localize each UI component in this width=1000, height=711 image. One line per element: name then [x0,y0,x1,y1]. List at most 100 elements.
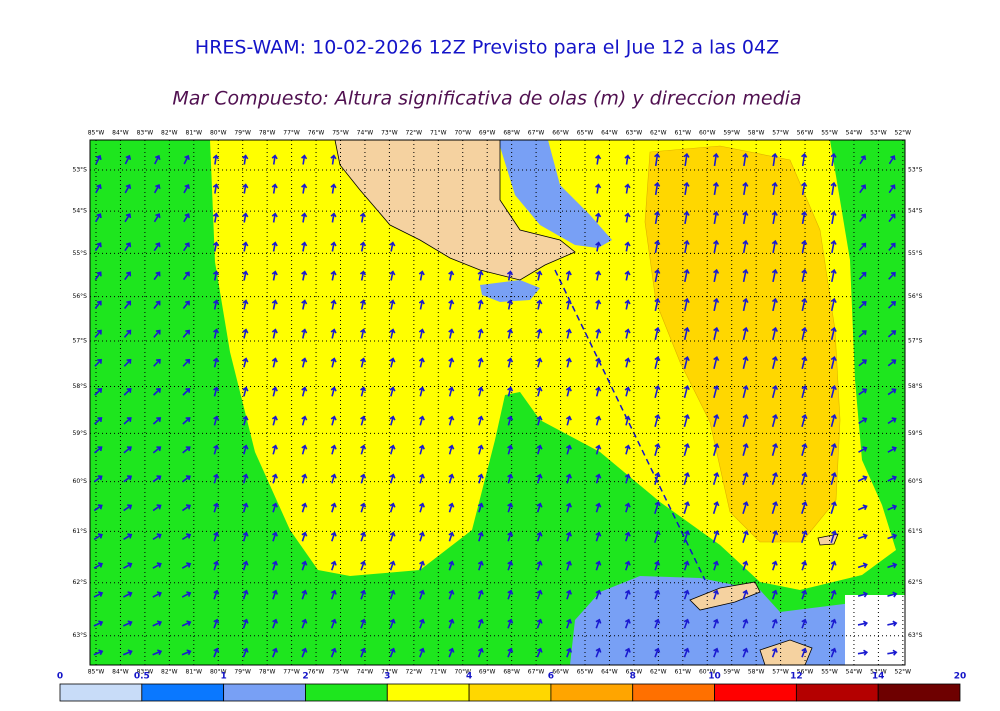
colorbar-bin [468,683,552,702]
lon-label: 58°W [748,669,765,676]
arrow [830,589,837,600]
arrow [124,213,132,223]
arrow [595,618,602,629]
arrow [830,413,837,428]
arrow [624,328,631,339]
arrow [330,270,337,281]
arrow [242,212,249,223]
arrow [771,647,778,658]
arrow [771,413,779,428]
lon-label: 62°W [650,130,667,137]
arrow [360,647,367,658]
arrow [477,270,484,281]
arrow [801,239,808,254]
arrow [507,560,514,571]
lon-label: 70°W [454,130,471,137]
lon-label: 71°W [430,669,447,676]
lat-label: 57°S [908,337,923,344]
arrow [477,647,484,658]
arrow [712,239,720,254]
arrow [887,562,898,569]
arrow [507,647,514,658]
lon-label: 68°W [503,669,520,676]
arrow [683,530,691,543]
arrow [93,533,103,541]
arrow [565,357,572,368]
arrow [887,649,898,656]
arrow [742,618,749,629]
arrow [565,328,572,339]
arrow [742,472,749,485]
arrow [183,213,190,223]
arrow [830,618,837,629]
arrow [506,270,514,281]
lon-label: 81°W [186,669,203,676]
arrow [477,473,484,484]
arrow [887,591,898,598]
lon-label: 83°W [137,669,154,676]
arrow [183,154,190,165]
arrow [360,444,367,455]
arrow [801,210,808,225]
arrow [857,504,868,511]
lat-label: 62°S [908,579,923,586]
arrow [419,560,425,571]
arrow [683,384,690,399]
arrow [477,531,484,542]
arrow [242,357,249,368]
arrow [477,560,484,571]
lat-label: 56°S [73,293,88,300]
lat-label: 60°S [908,478,923,485]
arrow [123,446,132,454]
arrow [858,388,868,396]
lat-label: 63°S [73,632,88,639]
lon-label: 74°W [357,669,374,676]
arrow [271,328,278,339]
arrow [858,301,867,309]
arrow [830,443,837,456]
arrow [183,242,190,252]
arrow [654,239,661,254]
arrow [742,152,749,167]
arrow [683,443,690,456]
arrow [683,560,690,571]
arrow [683,472,690,485]
arrow [242,299,249,310]
arrow [122,620,133,627]
arrow [389,270,396,281]
arrow [360,560,367,571]
arrow [94,358,102,367]
arrow [830,181,837,196]
arrow [153,271,161,281]
map-frame [89,139,906,666]
arrow [124,183,132,194]
arrow [830,560,837,571]
arrow [859,184,867,194]
arrow [448,299,455,310]
arrow [448,502,455,513]
arrow [887,620,898,627]
arrow [801,355,808,370]
arrow [477,589,484,600]
arrow [887,533,898,540]
arrow [123,475,133,483]
arrow [181,591,192,598]
colorbar-label: 4 [466,672,472,682]
arrow [94,242,102,252]
lon-label: 60°W [699,669,716,676]
arrow [683,355,690,370]
lon-label: 77°W [283,669,300,676]
arrow [857,649,869,656]
arrow [536,415,543,426]
lon-label: 75°W [332,130,349,137]
arrow [301,473,308,484]
arrow [301,647,308,658]
arrow [448,415,455,426]
lon-label: 54°W [846,669,863,676]
arrow [771,297,778,312]
arrow [683,589,690,600]
arrow [830,355,837,370]
arrow [182,271,190,281]
colorbar-bin [795,683,879,702]
arrow [94,388,103,396]
